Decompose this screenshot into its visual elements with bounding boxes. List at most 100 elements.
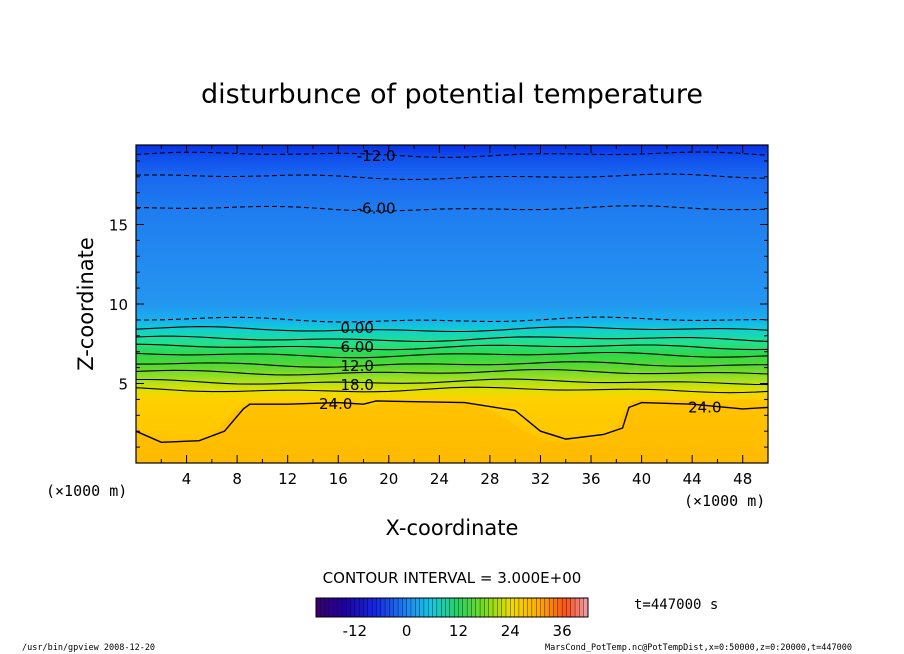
colorbar-cell [406,597,412,618]
x-axis-label: X-coordinate [386,516,519,540]
contour-label: 24.0 [319,395,352,413]
x-tick-label: 24 [430,470,449,488]
contour-label: -6.00 [357,200,396,218]
colorbar-cell [574,597,580,618]
colorbar-cell [484,597,490,618]
colorbar-cell [419,597,425,618]
colorbar-cell [432,597,438,618]
colorbar-cell [566,597,572,618]
contour-label: 12.0 [340,357,373,375]
colorbar-cell [540,597,546,618]
x-tick-label: 36 [581,470,600,488]
colorbar-cell [557,597,563,618]
footer-right: MarsCond_PotTemp.nc@PotTempDist,x=0:5000… [545,643,852,653]
colorbar-cell [505,597,511,618]
x-axis-ticks: 4 8 12 16 20 24 28 32 36 40 44 48 [160,145,752,488]
colorbar-tick-label: 0 [402,622,412,640]
y-axis-label: Z-coordinate [74,237,98,371]
colorbar-tick-label: 24 [501,622,520,640]
colorbar-cell [518,597,524,618]
colorbar-cell [328,597,334,618]
colorbar-tick-label: -12 [343,622,368,640]
colorbar-cell [410,597,416,618]
time-text: t=447000 s [634,597,718,613]
x-tick-label: 12 [278,470,297,488]
colorbar-cell [423,597,429,618]
contour-label: 0.00 [340,319,373,337]
contour-line [136,205,768,212]
colorbar-ticks: -12 0 12 24 36 [343,622,572,640]
colorbar-cell [363,597,369,618]
colorbar-cell [384,597,390,618]
x-axis-unit-right: (×1000 m) [684,492,765,510]
y-axis-ticks: 5 10 15 [109,160,768,448]
colorbar-cell [376,597,382,618]
colorbar-cell [337,597,343,618]
colorbar-tick-label: 36 [553,622,572,640]
colorbar-cell [393,597,399,618]
colorbar-cell [436,597,442,618]
colorbar-cell [441,597,446,618]
colorbar-cell [402,597,408,618]
colorbar-cell [488,597,494,618]
colorbar-cell [324,597,330,618]
colorbar-cell [492,597,498,618]
x-tick-label: 32 [531,470,550,488]
contour-label: -12.0 [357,147,396,165]
x-axis-unit-left: (×1000 m) [46,482,127,500]
colorbar-cell [570,597,576,618]
orange-bottom-region [136,399,768,463]
colorbar-cell [320,597,326,618]
colorbar-cell [358,597,364,618]
contour-line [136,343,768,351]
contour-line [136,173,768,181]
x-tick-label: 20 [379,470,398,488]
x-tick-label: 40 [632,470,651,488]
contour-label: 18.0 [340,376,373,394]
colorbar-cell [315,597,321,618]
colorbar-cell [453,597,459,618]
colorbar-cell [471,597,477,618]
colorbar-cell [449,597,455,618]
contour-line [136,351,768,359]
colorbar-cell [561,597,567,618]
colorbar-frame [315,597,589,618]
colorbar-cell [475,597,481,618]
x-tick-label: 4 [182,470,192,488]
x-tick-label: 28 [480,470,499,488]
colorbar-cell [527,597,533,618]
colorbar-cell [367,597,373,618]
plot-area [136,145,768,463]
contour-lines [136,151,768,444]
y-tick-label: 5 [118,376,128,394]
colorbar-cell [553,597,559,618]
contour-label: 24.0 [688,398,721,416]
colorbar-cell [497,597,503,618]
colorbar-cell [514,597,520,618]
contour-interval-text: CONTOUR INTERVAL = 3.000E+00 [323,569,582,587]
colorbar-cell [479,597,485,618]
footer-left: /usr/bin/gpview 2008-12-20 [22,643,155,653]
contour-line [136,400,768,444]
colorbar-cell [544,597,550,618]
colorbar-cell [397,597,403,618]
colorbar [315,597,589,618]
colorbar-cell [579,597,585,618]
contour-line [136,361,768,368]
contour-line [136,151,768,158]
colorbar-cell [333,597,338,618]
x-tick-label: 8 [232,470,242,488]
colorbar-cell [510,597,515,618]
colorbar-cell [380,597,386,618]
x-tick-label: 44 [683,470,702,488]
contour-line [136,368,768,376]
contour-line [136,326,768,333]
colorbar-cell [415,597,420,618]
colorbar-cell [341,597,347,618]
colorbar-cell [346,597,351,618]
colorbar-cell [523,597,528,618]
colorbar-cell [501,597,507,618]
colorbar-cell [466,597,472,618]
x-tick-label: 48 [733,470,752,488]
